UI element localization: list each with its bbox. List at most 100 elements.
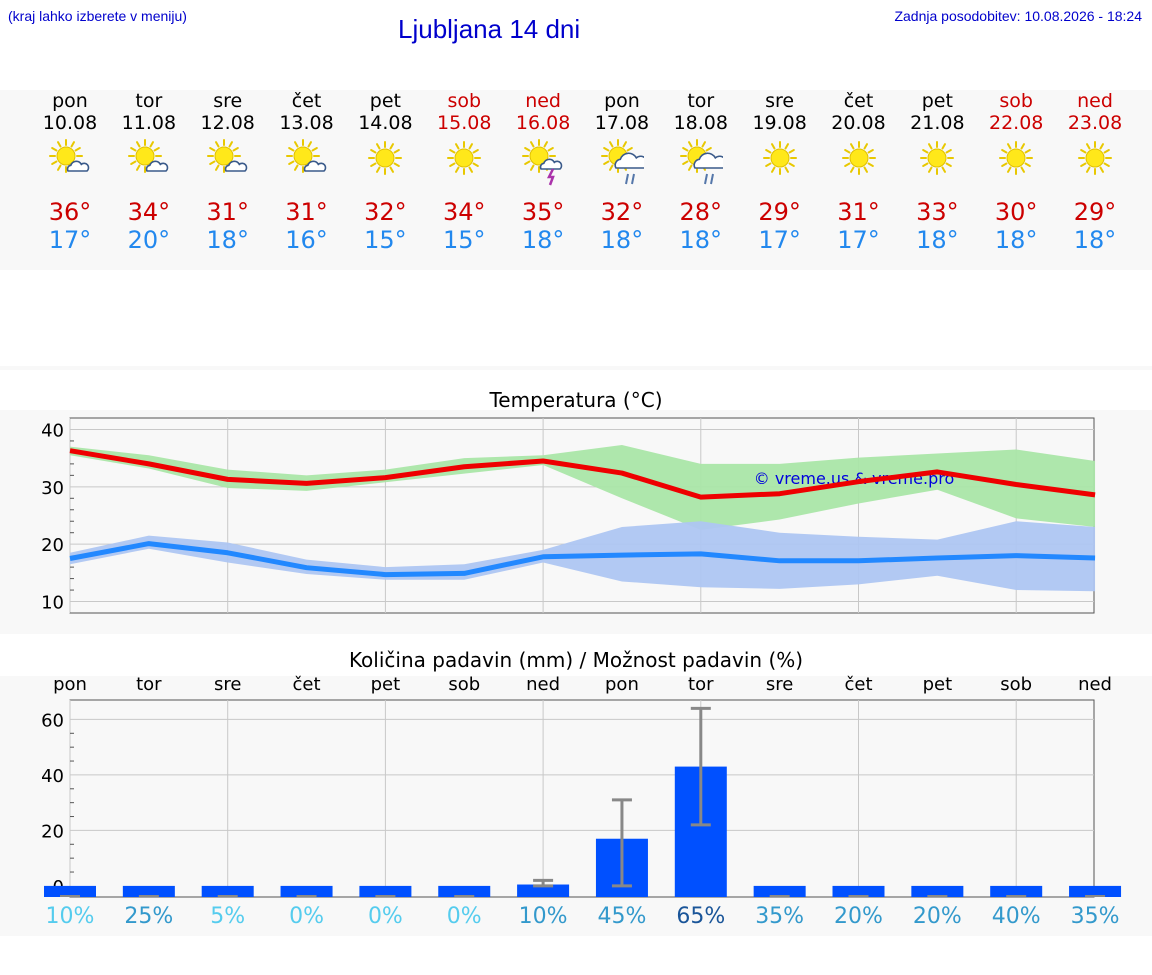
min-temperature: 15° (442, 226, 486, 254)
min-temperature: 17° (48, 226, 92, 254)
precip-bar (832, 885, 885, 897)
day-date: 15.08 (437, 112, 492, 134)
precip-probability: 0% (367, 904, 403, 929)
day-name: ned (1077, 90, 1113, 112)
precip-day-label: ned (526, 674, 561, 695)
max-temperature: 34° (442, 198, 486, 226)
precip-probability: 0% (289, 904, 324, 929)
day-name: sre (213, 90, 243, 112)
max-temperature: 32° (600, 198, 644, 226)
min-temperature-line (69, 541, 1096, 578)
precip-probability: 5% (210, 904, 246, 929)
min-temperature: 18° (1073, 226, 1117, 254)
precip-bar (438, 885, 491, 897)
min-temperature: 20° (127, 226, 171, 254)
precip-bar (122, 885, 175, 897)
precip-bar (911, 885, 964, 897)
precip-day-label: pon (53, 674, 87, 695)
y-tick-label: 40 (41, 420, 64, 441)
min-temperature: 16° (285, 226, 328, 254)
precip-bar (201, 885, 254, 897)
day-date: 22.08 (988, 112, 1044, 134)
max-temperature: 35° (521, 198, 565, 226)
y-tick-label: 40 (41, 766, 64, 787)
precip-day-label: sob (448, 674, 481, 695)
min-temperature: 17° (758, 226, 801, 254)
precip-probability: 10% (518, 904, 568, 929)
day-date: 20.08 (831, 112, 886, 134)
day-name: sob (999, 90, 1033, 112)
precip-probability: 35% (755, 904, 805, 929)
sun-icon (841, 141, 876, 175)
max-temperature-line (69, 448, 1096, 500)
day-name: čet (843, 90, 874, 112)
location-hint: (kraj lahko izberete v meniju) (8, 8, 187, 24)
day-name: pon (604, 90, 640, 112)
precip-bar (517, 884, 570, 897)
precip-probability: 40% (991, 904, 1041, 929)
day-date: 10.08 (42, 112, 98, 134)
precip-probability: 20% (834, 904, 883, 929)
min-temperature: 18° (600, 226, 644, 254)
precip-bar (1069, 885, 1122, 897)
precip-bar (359, 885, 412, 897)
y-tick-label: 30 (41, 478, 64, 499)
min-temperature: 15° (364, 226, 407, 254)
page-title: Ljubljana 14 dni (398, 14, 581, 44)
sun-cloud-icon (285, 139, 326, 173)
precip-day-label: sre (213, 674, 242, 695)
min-temperature: 18° (206, 226, 249, 254)
day-date: 23.08 (1067, 112, 1123, 134)
day-name: pet (921, 90, 953, 112)
precip-bar (990, 885, 1043, 897)
plot-area (69, 417, 1095, 614)
sun-icon (762, 141, 797, 175)
day-name: sre (765, 90, 795, 112)
precipitation-chart-title: Količina padavin (mm) / Možnost padavin … (348, 648, 804, 672)
day-name: tor (135, 90, 163, 112)
day-name: pet (369, 90, 401, 112)
precipitation-chart: 0204060 (41, 699, 1122, 898)
day-date: 11.08 (121, 112, 177, 134)
day-date: 19.08 (752, 112, 807, 134)
min-temperature: 18° (521, 226, 565, 254)
y-tick-label: 20 (41, 535, 64, 556)
precip-day-label: sob (1000, 674, 1033, 695)
precip-day-label: pon (605, 674, 639, 695)
precip-bar (753, 885, 806, 897)
max-temperature: 29° (758, 198, 801, 226)
day-name: pon (52, 90, 88, 112)
precip-day-label: pet (370, 674, 401, 695)
max-temperature: 28° (679, 198, 723, 226)
max-temperature: 31° (837, 198, 880, 226)
forecast-strip: pon 10.08 36° 17° tor 11.08 34° 20° sre 12.08 31° 1… (0, 90, 1152, 270)
precip-day-label: ned (1078, 674, 1112, 695)
precip-bar (280, 885, 333, 897)
sun-storm-icon (522, 139, 563, 186)
sun-cloud-icon (127, 139, 169, 173)
max-temperature: 33° (916, 198, 959, 226)
day-name: sob (447, 90, 482, 112)
precip-day-label: tor (136, 674, 162, 695)
plot-area (69, 699, 1095, 898)
precip-probability: 45% (597, 904, 647, 929)
sun-cloud-icon (49, 139, 90, 173)
day-date: 17.08 (594, 112, 650, 134)
sun-icon (447, 141, 482, 175)
max-temperature: 32° (364, 198, 407, 226)
day-date: 18.08 (673, 112, 728, 134)
max-temperature: 36° (48, 198, 92, 226)
precip-probability: 35% (1070, 904, 1120, 929)
max-temperature: 31° (206, 198, 249, 226)
precip-probability: 20% (912, 904, 962, 929)
precip-day-label: tor (688, 674, 714, 695)
temperature-chart-title: Temperatura (°C) (489, 388, 663, 412)
y-tick-label: 60 (41, 710, 64, 731)
precip-day-label: čet (292, 674, 321, 695)
precip-probability: 25% (124, 904, 174, 929)
day-date: 13.08 (279, 112, 334, 134)
min-temperature: 17° (837, 226, 880, 254)
sun-cloud-icon (206, 139, 247, 173)
min-temperature: 18° (679, 226, 723, 254)
precip-day-label: pet (922, 674, 953, 695)
